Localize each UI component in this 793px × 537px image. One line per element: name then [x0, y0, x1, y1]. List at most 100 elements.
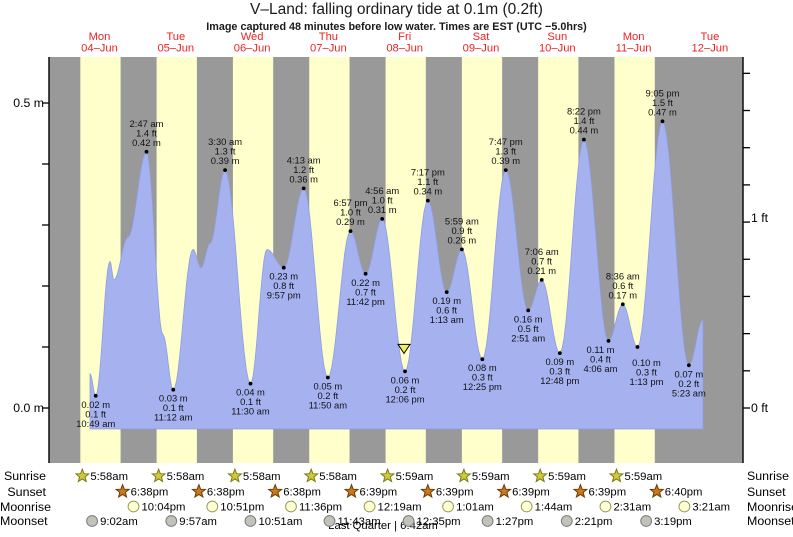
- tide-annotation: 0.29 m: [336, 216, 365, 227]
- low-tide-point: [526, 308, 531, 313]
- tide-annotation: 0.2 ft: [678, 378, 699, 389]
- tide-annotation: 0.5 ft: [518, 323, 539, 334]
- tide-annotation: 11:50 am: [309, 400, 348, 411]
- tide-annotation: 0.06 m: [391, 374, 420, 385]
- y-axis-label-right-top: 1 ft: [751, 211, 769, 225]
- tide-annotation: 12:48 pm: [540, 375, 579, 386]
- high-tide-point: [425, 198, 430, 203]
- moonrise-time: 2:31am: [613, 502, 651, 514]
- sunset-time: 6:38pm: [283, 487, 321, 499]
- current-time-marker-icon: [397, 343, 411, 355]
- sunset-time: 6:40pm: [665, 487, 703, 499]
- high-tide-point: [539, 278, 544, 282]
- sunrise-star-icon: [303, 467, 320, 483]
- tide-annotation: 12:06 pm: [385, 393, 424, 404]
- tide-annotation: 0.10 m: [632, 357, 661, 368]
- high-tide-point: [503, 168, 508, 173]
- tide-annotation: 0.9 ft: [451, 225, 472, 236]
- tide-annotation: 7:06 am: [525, 246, 559, 257]
- day-label: Mon: [89, 31, 111, 43]
- tide-annotation: 0.21 m: [527, 265, 556, 276]
- sunset-star-icon: [343, 483, 360, 499]
- tide-annotation: 0.42 m: [132, 137, 161, 148]
- tide-annotation: 1.0 ft: [372, 194, 393, 205]
- moonset-time: 12:35pm: [417, 516, 461, 528]
- day-date-label: 04–Jun: [81, 43, 118, 55]
- moonset-circle-icon: [560, 515, 573, 527]
- tide-annotation: 11:42 pm: [346, 296, 385, 307]
- tide-annotation: 8:36 am: [606, 270, 640, 281]
- moonrise-circle-icon: [520, 500, 533, 513]
- tide-annotation: 1.0 ft: [340, 207, 361, 218]
- tide-annotation: 0.6 ft: [612, 280, 633, 291]
- moonset-time: 10:51am: [258, 516, 302, 528]
- moonrise-circle-icon: [363, 500, 376, 513]
- moonrise-row-label-right: Moonrise: [747, 500, 793, 514]
- tide-annotation: 0.17 m: [608, 289, 637, 300]
- tide-annotation: 1:13 pm: [630, 376, 664, 387]
- tide-annotation: 4:13 am: [287, 154, 321, 165]
- sunrise-time: 5:59am: [624, 471, 662, 483]
- sunrise-star-icon: [532, 467, 548, 483]
- sunrise-time: 5:58am: [167, 471, 205, 483]
- moonset-circle-icon: [481, 515, 494, 527]
- tide-annotation: 1.3 ft: [495, 146, 516, 157]
- moonrise-circle-icon: [442, 500, 454, 513]
- sunset-star-icon: [267, 483, 284, 499]
- tide-annotation: 8:22 pm: [567, 106, 601, 117]
- moonrise-circle-icon: [285, 500, 297, 513]
- moonset-time: 3:19pm: [654, 516, 692, 528]
- moonset-time: 11:43am: [337, 516, 380, 528]
- day-date-label: 09–Jun: [463, 43, 500, 55]
- sunrise-time: 5:58am: [90, 471, 128, 483]
- moonset-time: 9:57am: [179, 516, 217, 528]
- tide-annotation: 4:06 am: [584, 363, 618, 374]
- moonrise-time: 10:04pm: [142, 502, 186, 514]
- day-date-label: 05–Jun: [157, 43, 194, 55]
- sunrise-star-icon: [608, 467, 625, 483]
- day-date-label: 06–Jun: [234, 43, 271, 55]
- high-tide-point: [620, 302, 625, 307]
- low-tide-point: [363, 271, 368, 276]
- tide-annotation: 0.16 m: [514, 313, 543, 324]
- sunrise-star-icon: [379, 467, 396, 483]
- tide-annotation: 4:56 am: [365, 185, 399, 196]
- moonrise-time: 3:21am: [692, 502, 730, 514]
- sunrise-time: 5:59am: [472, 471, 510, 483]
- tide-annotation: 0.7 ft: [531, 255, 552, 266]
- tide-annotation: 7:17 pm: [411, 167, 445, 178]
- y-axis-label-right-bottom: 0 ft: [751, 401, 769, 415]
- sunset-time: 6:39pm: [360, 487, 398, 499]
- moonset-row-label-right: Moonset: [747, 514, 793, 528]
- moonset-circle-icon: [640, 515, 653, 527]
- moonset-circle-icon: [165, 515, 178, 527]
- tide-annotation: 0.4 ft: [590, 353, 611, 364]
- moonset-circle-icon: [86, 515, 98, 527]
- tide-annotation: 0.47 m: [648, 106, 677, 117]
- tide-annotation: 0.11 m: [587, 344, 615, 355]
- chart-subtitle: Image captured 48 minutes before low wat…: [206, 21, 587, 33]
- high-tide-point: [581, 137, 586, 142]
- sunrise-time: 5:58am: [319, 471, 357, 483]
- tide-annotation: 0.44 m: [570, 125, 599, 136]
- high-tide-point: [144, 149, 149, 154]
- tide-annotation: 0.2 ft: [395, 384, 416, 395]
- sunset-star-icon: [114, 483, 131, 499]
- sunset-time: 6:39pm: [512, 487, 550, 499]
- sunset-time: 6:38pm: [131, 487, 169, 499]
- moonrise-time: 10:51pm: [220, 502, 264, 514]
- tide-annotation: 5:23 am: [672, 387, 706, 398]
- day-label: Tue: [166, 31, 185, 43]
- tide-annotation: 12:25 pm: [463, 381, 502, 392]
- tide-annotation: 0.22 m: [351, 277, 380, 288]
- high-tide-point: [223, 168, 227, 173]
- tide-curve: [89, 120, 704, 430]
- low-tide-point: [171, 387, 176, 392]
- day-label: Wed: [241, 31, 264, 43]
- tide-annotation: 1.5 ft: [652, 97, 673, 108]
- day-date-label: 07–Jun: [310, 43, 347, 55]
- tide-annotation: 0.09 m: [546, 356, 575, 367]
- low-tide-point: [480, 357, 485, 362]
- low-tide-point: [281, 265, 286, 270]
